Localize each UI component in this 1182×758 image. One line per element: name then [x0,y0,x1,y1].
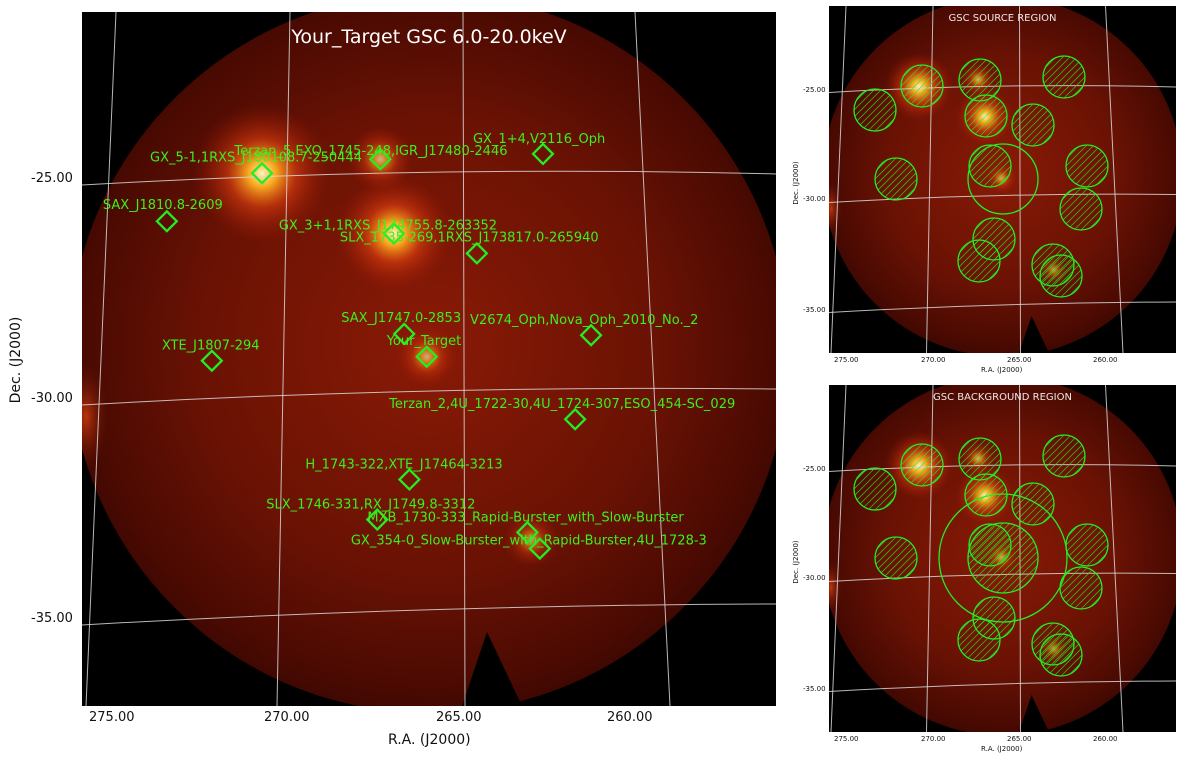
background-region-title: GSC BACKGROUND REGION [933,392,1072,403]
main-title: Your_Target GSC 6.0-20.0keV [291,26,567,48]
source-label: H_1743-322,XTE_J17464-3213 [305,458,502,473]
source-marker[interactable]: SLX_1746-331,RX_J1749.8-3312 [266,498,475,532]
source-region-image [829,6,1176,353]
region-circle [1059,566,1103,610]
source-label: SAX_J1747.0-2853 [341,311,461,326]
source-marker[interactable]: Terzan_2,4U_1722-30,4U_1724-307,ESO_454-… [388,397,735,431]
source-label: Terzan_2,4U_1722-30,4U_1724-307,ESO_454-… [388,397,735,412]
region-circle [1042,55,1086,99]
source-marker[interactable]: H_1743-322,XTE_J17464-3213 [305,458,503,492]
bg-x-tick-260: 260.00 [1093,735,1118,743]
source-label: XTE_J1807-294 [162,339,260,354]
bg-x-axis-label: R.A. (J2000) [981,745,1023,753]
src-x-axis-label: R.A. (J2000) [981,366,1023,374]
source-marker[interactable]: MXB_1730-333_Rapid-Burster_with_Slow-Bur… [367,510,684,544]
source-marker[interactable]: XTE_J1807-294 [162,339,260,373]
src-x-tick-260: 260.00 [1093,356,1118,364]
region-circle [964,94,1008,138]
region-circle [1011,482,1055,526]
bg-y-tick-25: -25.00 [803,465,826,473]
region-circle [853,467,897,511]
region-circle [874,536,918,580]
source-label: Terzan_5,EXO_1745-248,IGR_J17480-2446 [233,144,507,159]
region-circle [1011,103,1055,147]
region-circle [1065,144,1109,188]
bg-y-tick-30: -30.00 [803,574,826,582]
source-marker[interactable]: V2674_Oph,Nova_Oph_2010_No._2 [470,313,698,347]
background-region-image [829,385,1176,732]
region-circle [968,144,1012,188]
region-circle [957,239,1001,283]
source-region-circle[interactable] [967,143,1039,215]
main-sky-map[interactable]: GX_5-1,1RXS_J180108.7-250444 Terzan_5,EXO… [82,12,776,706]
source-marker[interactable]: SAX_J1810.8-2609 [103,198,223,233]
region-circle [957,618,1001,662]
source-label: SLX_1735-269,1RXS_J173817.0-265940 [340,230,599,245]
source-label: GX_354-0_Slow-Burster_with_Rapid-Burster… [351,534,707,549]
region-circle [1039,633,1083,677]
region-circle [1031,243,1075,287]
source-label: V2674_Oph,Nova_Oph_2010_No._2 [470,313,698,328]
bg-x-tick-265: 265.00 [1007,735,1032,743]
src-x-tick-275: 275.00 [834,356,859,364]
src-y-axis-label: Dec. (J2000) [792,161,800,205]
region-circle [853,88,897,132]
region-circle [1039,254,1083,298]
src-y-tick-30: -30.00 [803,195,826,203]
region-circle [900,443,944,487]
region-circle [900,64,944,108]
source-marker[interactable]: Terzan_5,EXO_1745-248,IGR_J17480-2446 [233,144,508,171]
region-circle [1031,622,1075,666]
main-x-axis-label: R.A. (J2000) [388,732,471,748]
source-marker[interactable]: GX_3+1,1RXS_J174755.8-263352 [279,219,497,246]
region-circle [958,58,1002,102]
source-marker[interactable]: GX_5-1,1RXS_J180108.7-250444 [150,150,362,185]
source-marker[interactable]: Your_Target [386,334,461,369]
source-region-title: GSC SOURCE REGION [948,13,1057,24]
main-y-axis-label: Dec. (J2000) [8,316,24,404]
bg-x-tick-275: 275.00 [834,735,859,743]
source-marker[interactable]: GX_1+4,V2116_Oph [473,132,605,166]
region-circle [1042,434,1086,478]
source-label: SAX_J1810.8-2609 [103,198,223,213]
main-x-tick-275: 275.00 [89,710,135,725]
src-y-tick-35: -35.00 [803,306,826,314]
source-label: MXB_1730-333_Rapid-Burster_with_Slow-Bur… [367,510,684,525]
bg-y-tick-35: -35.00 [803,685,826,693]
region-circle [968,523,1012,567]
source-label: Your_Target [386,334,461,349]
source-label: GX_1+4,V2116_Oph [473,132,605,147]
src-x-tick-265: 265.00 [1007,356,1032,364]
background-annulus-circle[interactable] [938,493,1068,623]
region-circle [964,473,1008,517]
main-y-tick-25: -25.00 [31,171,73,186]
source-region-map[interactable]: GSC SOURCE REGION [829,6,1176,353]
bg-x-tick-270: 270.00 [921,735,946,743]
source-label: GX_3+1,1RXS_J174755.8-263352 [279,219,497,234]
main-sky-image: GX_5-1,1RXS_J180108.7-250444Terzan_5,EXO… [82,12,776,706]
main-y-tick-35: -35.00 [31,611,73,626]
region-circle [874,157,918,201]
src-x-tick-270: 270.00 [921,356,946,364]
source-label: SLX_1746-331,RX_J1749.8-3312 [266,498,475,513]
main-y-tick-30: -30.00 [31,391,73,406]
source-label: GX_5-1,1RXS_J180108.7-250444 [150,150,362,165]
source-marker[interactable]: GX_354-0_Slow-Burster_with_Rapid-Burster… [351,534,707,561]
source-marker[interactable]: SAX_J1747.0-2853 [341,311,461,346]
region-circle [1059,187,1103,231]
main-x-tick-260: 260.00 [607,710,653,725]
bg-y-axis-label: Dec. (J2000) [792,540,800,584]
src-y-tick-25: -25.00 [803,86,826,94]
background-region-map[interactable]: GSC BACKGROUND REGION [829,385,1176,732]
main-x-tick-265: 265.00 [436,710,482,725]
main-x-tick-270: 270.00 [264,710,310,725]
source-marker[interactable]: SLX_1735-269,1RXS_J173817.0-265940 [340,230,599,265]
